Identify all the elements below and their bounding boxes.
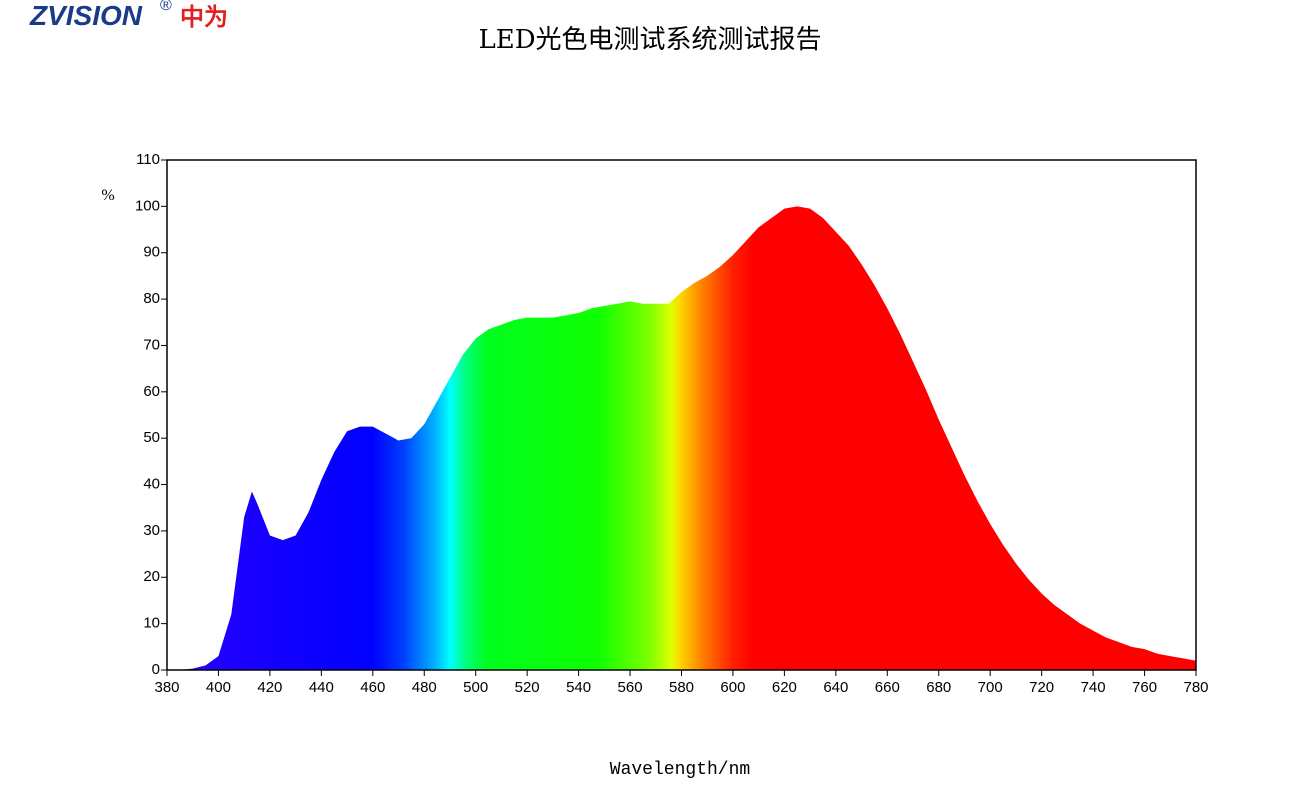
y-axis-label: % [101,187,114,204]
brand-name: ZVISION [29,0,143,31]
x-tick-label: 540 [566,679,591,696]
y-tick-label: 70 [143,336,160,353]
x-tick-label: 660 [875,679,900,696]
y-tick-label: 50 [143,429,160,446]
x-tick-label: 680 [926,679,951,696]
y-tick-label: 10 [143,615,160,632]
x-tick-label: 700 [978,679,1003,696]
brand-mark: ® [160,0,172,14]
y-tick-label: 20 [143,568,160,585]
x-tick-label: 720 [1029,679,1054,696]
x-tick-label: 640 [823,679,848,696]
x-tick-label: 620 [772,679,797,696]
brand-cn: 中为 [180,3,228,31]
x-tick-label: 740 [1081,679,1106,696]
plot-frame [166,159,1197,671]
plot: 0 10 20 30 40 50 60 70 80 90 100 110 380 400 420 440 460… [135,151,1209,696]
x-tick-label: 560 [618,679,643,696]
y-tick-label: 60 [143,383,160,400]
y-tick-label: 0 [152,661,160,678]
y-tick-label: 80 [143,290,160,307]
x-tick-label: 520 [515,679,540,696]
x-tick-label: 420 [257,679,282,696]
x-axis-label: Wavelength/nm [610,760,750,780]
y-tick-label: 40 [143,476,160,493]
y-tick-label: 30 [143,522,160,539]
x-tick-label: 760 [1132,679,1157,696]
x-tick-label: 600 [720,679,745,696]
x-tick-label: 440 [309,679,334,696]
x-tick-label: 400 [206,679,231,696]
chart-title: LED光色电测试系统测试报告 [478,25,821,55]
x-tick-label: 380 [154,679,179,696]
y-tick-label: 100 [135,197,160,214]
x-tick-label: 500 [463,679,488,696]
spectrum-area [167,206,1196,670]
x-tick-label: 480 [412,679,437,696]
x-tick-label: 580 [669,679,694,696]
x-tick-label: 460 [360,679,385,696]
y-tick-label: 110 [136,151,160,168]
x-tick-label: 780 [1183,679,1208,696]
y-tick-label: 90 [143,244,160,261]
